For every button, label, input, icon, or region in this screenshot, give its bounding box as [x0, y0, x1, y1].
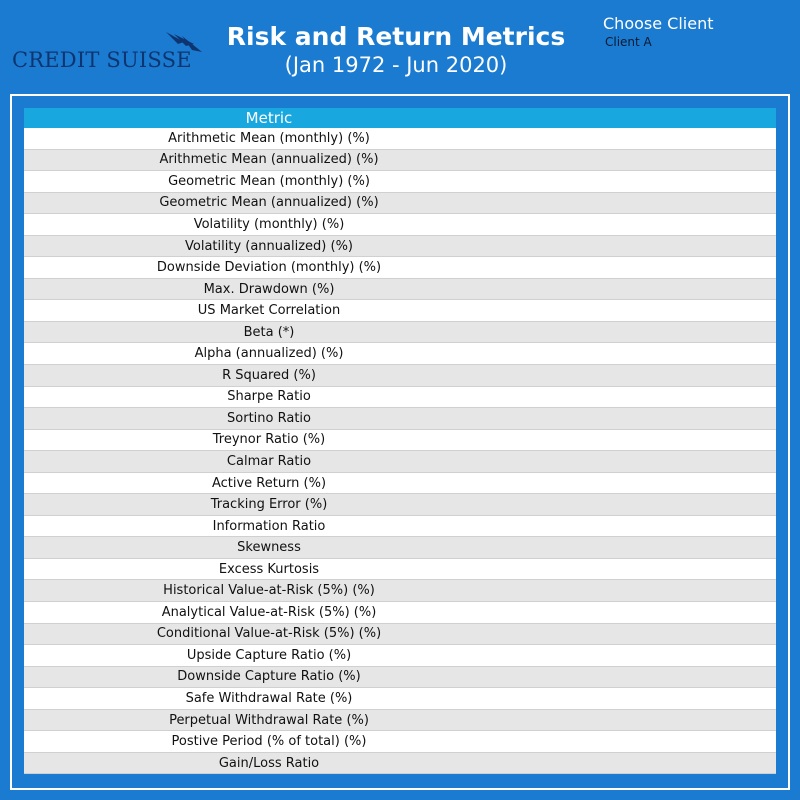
table-row: Gain/Loss Ratio	[24, 752, 776, 775]
metric-label: Calmar Ratio	[226, 453, 312, 469]
table-row: Alpha (annualized) (%)	[24, 343, 776, 366]
table-row: Perpetual Withdrawal Rate (%)	[24, 709, 776, 732]
table-row: Active Return (%)	[24, 472, 776, 495]
table-row: Treynor Ratio (%)	[24, 429, 776, 452]
page-subtitle: (Jan 1972 - Jun 2020)	[284, 53, 508, 77]
table-row: Information Ratio	[24, 515, 776, 538]
metric-label: Downside Deviation (monthly) (%)	[156, 260, 382, 276]
table-row: Volatility (annualized) (%)	[24, 235, 776, 258]
metric-label: Alpha (annualized) (%)	[194, 346, 344, 362]
table-row: Sortino Ratio	[24, 408, 776, 430]
table-row: Arithmetic Mean (monthly) (%)	[24, 128, 776, 150]
metric-label: Treynor Ratio (%)	[212, 432, 326, 448]
header-bar: CREDIT SUISSE Risk and Return Metrics (J…	[0, 0, 800, 94]
table-row: R Squared (%)	[24, 365, 776, 387]
table-row: Tracking Error (%)	[24, 494, 776, 516]
table-row: Max. Drawdown (%)	[24, 278, 776, 301]
metric-label: Arithmetic Mean (monthly) (%)	[168, 130, 370, 146]
table-row: Downside Capture Ratio (%)	[24, 666, 776, 689]
choose-client-label: Choose Client	[603, 14, 714, 33]
metric-label: Conditional Value-at-Risk (5%) (%)	[156, 626, 382, 642]
table-row: Geometric Mean (annualized) (%)	[24, 192, 776, 215]
metric-label: Upside Capture Ratio (%)	[186, 647, 352, 663]
logo-text: CREDIT SUISSE	[12, 48, 192, 72]
table-row: Conditional Value-at-Risk (5%) (%)	[24, 623, 776, 646]
page-title: Risk and Return Metrics	[226, 22, 566, 51]
table-row: Geometric Mean (monthly) (%)	[24, 171, 776, 193]
metric-label: R Squared (%)	[222, 367, 316, 383]
table-row: Postive Period (% of total) (%)	[24, 731, 776, 753]
metric-label: Active Return (%)	[211, 475, 327, 491]
metric-label: Perpetual Withdrawal Rate (%)	[169, 712, 369, 728]
table-row: Volatility (monthly) (%)	[24, 214, 776, 236]
metric-label: Downside Capture Ratio (%)	[177, 669, 361, 685]
metric-label: Skewness	[237, 540, 301, 556]
metric-label: Historical Value-at-Risk (5%) (%)	[163, 583, 375, 599]
table-header: Metric	[24, 108, 776, 128]
table-row: Analytical Value-at-Risk (5%) (%)	[24, 602, 776, 624]
metric-label: US Market Correlation	[197, 303, 341, 319]
metric-column-header: Metric	[245, 109, 293, 127]
metric-label: Geometric Mean (monthly) (%)	[168, 173, 370, 189]
metric-label: Beta (*)	[243, 324, 295, 340]
metric-label: Volatility (monthly) (%)	[193, 216, 345, 232]
credit-suisse-logo: CREDIT SUISSE	[12, 30, 202, 74]
metric-label: Sharpe Ratio	[227, 389, 311, 405]
metric-label: Sortino Ratio	[227, 410, 311, 426]
table-row: Downside Deviation (monthly) (%)	[24, 257, 776, 279]
metrics-panel: Metric Arithmetic Mean (monthly) (%) Arit…	[10, 94, 790, 790]
table-row: Arithmetic Mean (annualized) (%)	[24, 149, 776, 172]
metrics-table: Metric Arithmetic Mean (monthly) (%) Arit…	[24, 108, 776, 775]
table-row: Sharpe Ratio	[24, 386, 776, 409]
table-row: Upside Capture Ratio (%)	[24, 645, 776, 667]
metric-label: Postive Period (% of total) (%)	[171, 734, 367, 750]
metric-label: Information Ratio	[212, 518, 326, 534]
metric-label: Arithmetic Mean (annualized) (%)	[159, 152, 379, 168]
table-row: Excess Kurtosis	[24, 558, 776, 581]
client-selector[interactable]: Client A	[605, 35, 652, 49]
table-row: US Market Correlation	[24, 300, 776, 322]
metric-label: Gain/Loss Ratio	[218, 755, 320, 771]
metric-label: Max. Drawdown (%)	[203, 281, 335, 297]
table-row: Safe Withdrawal Rate (%)	[24, 688, 776, 710]
metric-label: Safe Withdrawal Rate (%)	[185, 690, 353, 706]
metric-label: Analytical Value-at-Risk (5%) (%)	[161, 604, 377, 620]
metric-label: Excess Kurtosis	[218, 561, 320, 577]
metric-label: Geometric Mean (annualized) (%)	[159, 195, 379, 211]
table-row: Skewness	[24, 537, 776, 559]
table-row: Beta (*)	[24, 321, 776, 344]
table-row: Historical Value-at-Risk (5%) (%)	[24, 580, 776, 603]
metric-label: Volatility (annualized) (%)	[185, 238, 353, 254]
metric-label: Tracking Error (%)	[210, 497, 328, 513]
sails-logo-icon	[166, 32, 202, 52]
table-body: Arithmetic Mean (monthly) (%) Arithmetic …	[24, 128, 776, 775]
table-row: Calmar Ratio	[24, 451, 776, 473]
